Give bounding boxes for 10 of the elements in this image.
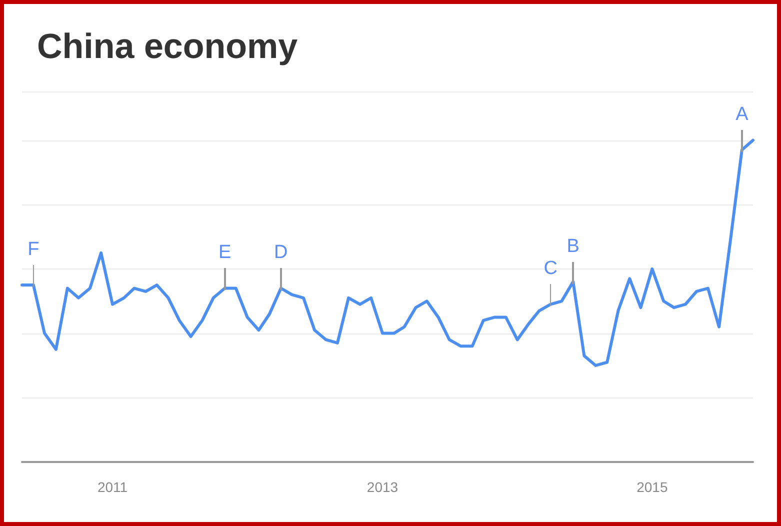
x-tick-label: 2015 (636, 479, 668, 495)
annotation: F (26, 239, 40, 262)
x-tick-label: 2013 (366, 479, 398, 495)
x-tick-label: 2011 (97, 479, 128, 495)
annotation: C (542, 258, 558, 280)
annotation: E (217, 242, 232, 264)
annotation: B (566, 236, 580, 258)
annotation: A (734, 104, 750, 126)
annotation: D (273, 242, 289, 264)
chart-title: China economy (37, 27, 298, 66)
